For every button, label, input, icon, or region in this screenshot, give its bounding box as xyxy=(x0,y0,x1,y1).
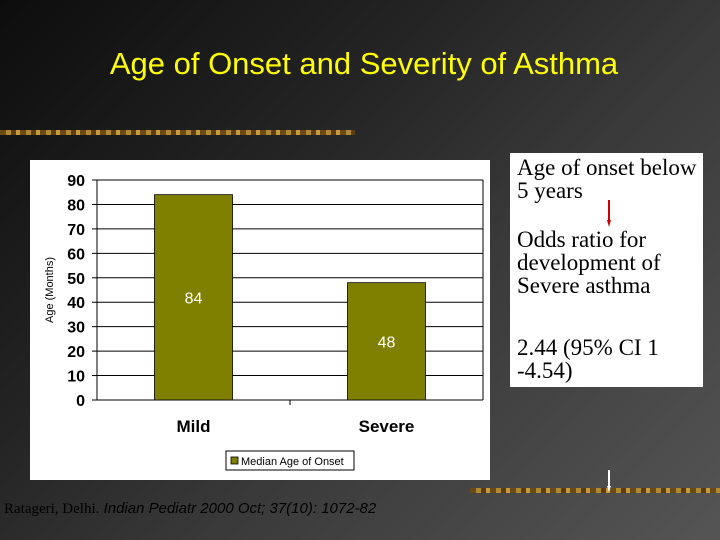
legend-swatch xyxy=(230,456,239,465)
y-tick-label: 10 xyxy=(67,369,85,386)
info-ci-text: 2.44 (95% CI 1 -4.54) xyxy=(517,335,659,383)
data-label: 84 xyxy=(185,290,203,307)
y-tick-label: 90 xyxy=(67,173,85,190)
y-tick-label: 70 xyxy=(67,222,85,239)
bar-severe xyxy=(347,282,426,401)
y-tick-label: 60 xyxy=(67,246,85,263)
y-tick-label: 30 xyxy=(67,320,85,337)
y-tick-label: 40 xyxy=(67,295,85,312)
top-divider xyxy=(0,130,355,135)
bar-mild xyxy=(154,194,233,401)
citation: Ratageri, Delhi. Indian Pediatr 2000 Oct… xyxy=(4,500,376,518)
x-tick-label: Mild xyxy=(177,417,211,436)
info-odds-text: Odds ratio for development of Severe ast… xyxy=(517,227,661,298)
bottom-divider xyxy=(470,488,720,493)
y-axis-label: Age (Months) xyxy=(44,257,56,323)
y-tick-label: 50 xyxy=(67,271,85,288)
x-tick-label: Severe xyxy=(359,417,415,436)
bottom-arrow-icon xyxy=(607,470,611,499)
y-tick-label: 0 xyxy=(76,393,85,410)
y-tick-label: 20 xyxy=(67,344,85,361)
legend-label: Median Age of Onset xyxy=(241,456,344,468)
info-onset-text: Age of onset below 5 years xyxy=(517,155,697,203)
legend-box xyxy=(225,450,355,471)
citation-author: Ratageri, Delhi. xyxy=(4,501,100,517)
down-arrow-icon xyxy=(607,200,611,233)
info-box: Age of onset below 5 years Odds ratio fo… xyxy=(510,153,703,387)
y-tick-label: 80 xyxy=(67,197,85,214)
slide-title: Age of Onset and Severity of Asthma xyxy=(109,46,619,81)
citation-source: Indian Pediatr 2000 Oct; 37(10): 1072-82 xyxy=(103,500,377,517)
data-label: 48 xyxy=(378,334,396,351)
